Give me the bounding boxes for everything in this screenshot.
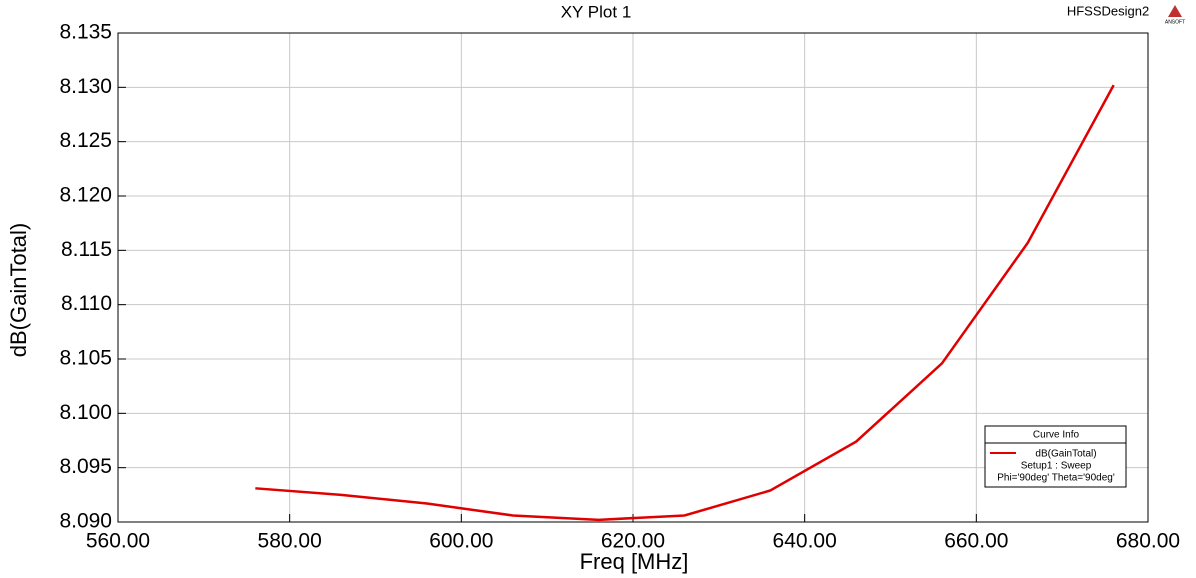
- y-tick-label: 8.090: [59, 510, 112, 533]
- x-tick-label: 600.00: [429, 530, 493, 553]
- x-tick-label: 680.00: [1116, 530, 1180, 553]
- x-tick-label: 580.00: [258, 530, 322, 553]
- x-tick-label: 560.00: [86, 530, 150, 553]
- y-tick-label: 8.100: [59, 401, 112, 424]
- legend-title: Curve Info: [1033, 430, 1080, 441]
- y-tick-label: 8.135: [59, 21, 112, 44]
- legend-line: Phi='90deg' Theta='90deg': [997, 473, 1115, 484]
- y-tick-label: 8.095: [59, 455, 112, 478]
- legend-label: dB(GainTotal): [1035, 449, 1096, 460]
- y-tick-label: 8.110: [61, 292, 112, 315]
- chart-title: XY Plot 1: [561, 2, 632, 21]
- y-tick-label: 8.120: [59, 184, 112, 207]
- design-name: HFSSDesign2: [1067, 3, 1149, 18]
- y-tick-label: 8.115: [61, 238, 112, 261]
- legend-box: [984, 425, 1127, 488]
- x-axis-label: Freq [MHz]: [580, 549, 689, 574]
- y-tick-label: 8.105: [59, 347, 112, 370]
- legend-line: Setup1 : Sweep: [1021, 461, 1092, 472]
- logo-icon: [1168, 5, 1182, 17]
- y-tick-label: 8.125: [59, 129, 112, 152]
- plot-frame: [117, 32, 1149, 523]
- y-tick-label: 8.130: [59, 75, 112, 98]
- logo-text: ANSOFT: [1165, 19, 1185, 25]
- line: [255, 84, 1115, 522]
- x-tick-label: 660.00: [944, 530, 1008, 553]
- legend: Curve Info Setup1 : Sweep Phi='90deg' Th…: [984, 425, 1127, 488]
- y-axis-label: dB(GainTotal): [6, 223, 31, 358]
- x-tick-label: 640.00: [773, 530, 837, 553]
- x-tick-label: 620.00: [601, 530, 665, 553]
